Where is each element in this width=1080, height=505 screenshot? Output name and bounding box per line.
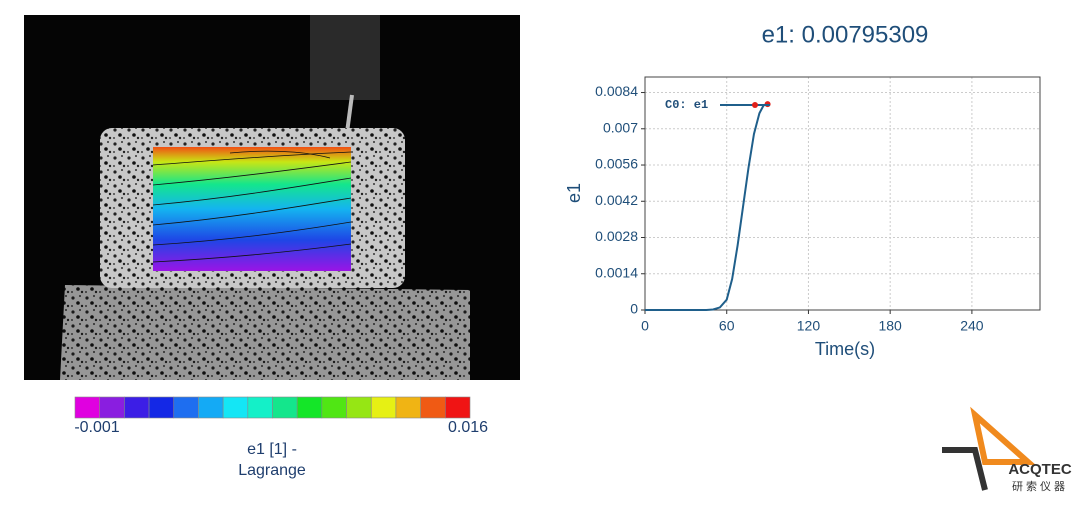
y-tick-label: 0.0042 (595, 192, 638, 208)
chart-title: e1: 0.00795309 (762, 21, 929, 48)
y-tick-label: 0.007 (603, 119, 638, 135)
colorbar-swatch (370, 396, 397, 419)
legend-label: C0: e1 (665, 98, 708, 112)
logo-subtitle: 研索仪器 (1012, 479, 1068, 493)
y-tick-label: 0.0084 (595, 83, 638, 99)
colorbar-swatch (222, 396, 249, 419)
colorbar-swatch (445, 396, 471, 419)
colorbar-swatch (74, 396, 100, 419)
y-axis-label: e1 (564, 183, 584, 203)
colorbar-swatch (198, 396, 224, 419)
x-tick-label: 120 (797, 318, 821, 334)
y-tick-label: 0.0014 (595, 264, 638, 280)
colorbar-min: -0.001 (74, 419, 119, 436)
x-axis-label: Time(s) (815, 339, 875, 359)
colorbar-swatch (272, 396, 298, 419)
colorbar-swatch (346, 396, 372, 419)
colorbar-title: e1 [1] - (247, 441, 297, 458)
plot-frame (644, 76, 1041, 311)
y-tick-label: 0.0028 (595, 228, 638, 244)
colorbar-swatch (296, 396, 323, 419)
logo: ACQTEC 研索仪器 (942, 406, 1072, 493)
colorbar-title: Lagrange (238, 462, 306, 479)
logo-brand: ACQTEC (1008, 461, 1072, 478)
x-tick-label: 180 (878, 318, 902, 334)
legend-marker (752, 102, 758, 108)
colorbar-swatch (321, 396, 347, 419)
specimen-image (24, 15, 520, 380)
x-tick-label: 0 (641, 318, 649, 334)
y-tick-label: 0 (630, 301, 638, 317)
colorbar-swatch (395, 396, 421, 419)
colorbar (74, 396, 471, 419)
colorbar-swatch (173, 396, 199, 419)
x-tick-label: 60 (719, 318, 735, 334)
chart: 0 0.0014 0.0028 0.0042 0.0056 0.007 0.0084 0 60 1… (595, 76, 1041, 334)
y-tick-label: 0.0056 (595, 156, 638, 172)
colorbar-swatch (124, 396, 150, 419)
colorbar-max: 0.016 (448, 419, 488, 436)
x-tick-label: 240 (960, 318, 984, 334)
colorbar-swatch (148, 396, 175, 419)
series-line (645, 103, 768, 311)
colorbar-swatch (420, 396, 446, 419)
colorbar-swatch (247, 396, 273, 419)
colorbar-swatch (99, 396, 125, 419)
